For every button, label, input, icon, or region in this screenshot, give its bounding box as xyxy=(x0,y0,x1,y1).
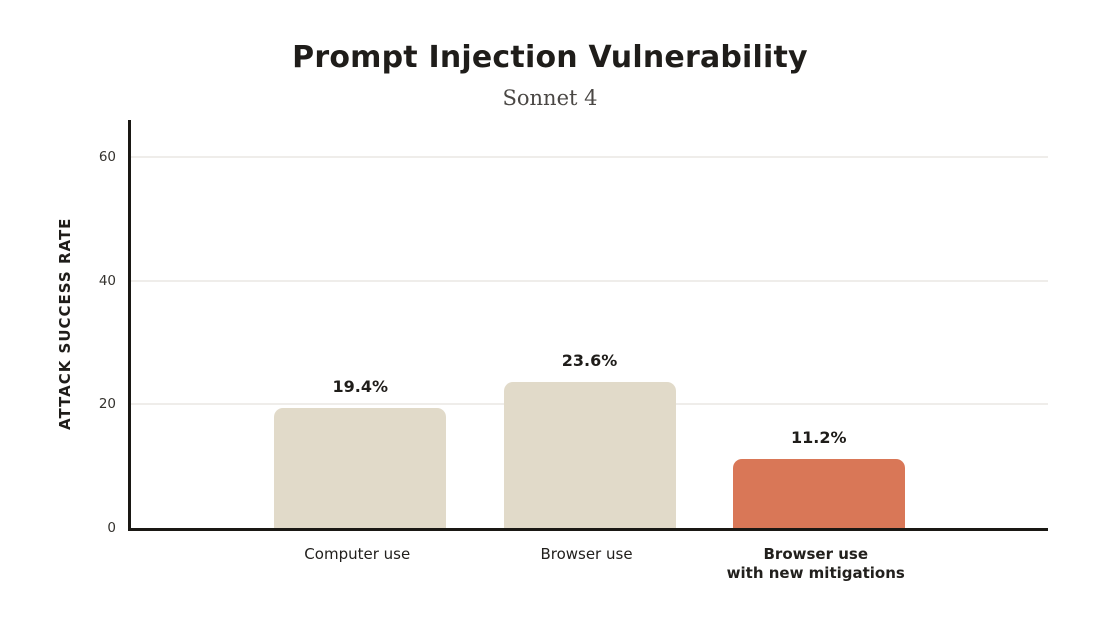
y-axis-title: ATTACK SUCCESS RATE xyxy=(56,217,74,431)
bar-2 xyxy=(503,382,676,528)
gridline-40 xyxy=(131,279,1048,282)
y-tick-label-60: 60 xyxy=(98,149,116,166)
y-tick-label-40: 40 xyxy=(98,272,116,289)
bar-value-label-2: 23.6% xyxy=(561,351,618,371)
x-axis-label-line: Computer use xyxy=(304,545,411,563)
chart-subtitle: Sonnet 4 xyxy=(502,86,598,110)
x-axis-label-1: Computer use xyxy=(304,545,410,564)
bar-value-label-1: 19.4% xyxy=(332,377,389,397)
y-tick-label-20: 20 xyxy=(98,396,116,413)
y-tick-label-0: 0 xyxy=(107,520,116,536)
bar-value-label-3: 11.2% xyxy=(790,427,847,447)
bar-1 xyxy=(274,408,447,528)
gridline-60 xyxy=(131,156,1048,159)
bar-3 xyxy=(732,458,905,528)
x-axis-label-line: Browser use xyxy=(763,545,868,563)
chart-title: Prompt Injection Vulnerability xyxy=(292,40,808,75)
x-axis-label-line: with new mitigations xyxy=(726,564,905,582)
x-axis-label-2: Browser use xyxy=(540,545,632,564)
plot-area: 19.4% 23.6% 11.2% xyxy=(128,120,1048,531)
x-axis-label-line: Browser use xyxy=(540,545,633,563)
x-axis-label-3: Browser use with new mitigations xyxy=(727,545,905,583)
